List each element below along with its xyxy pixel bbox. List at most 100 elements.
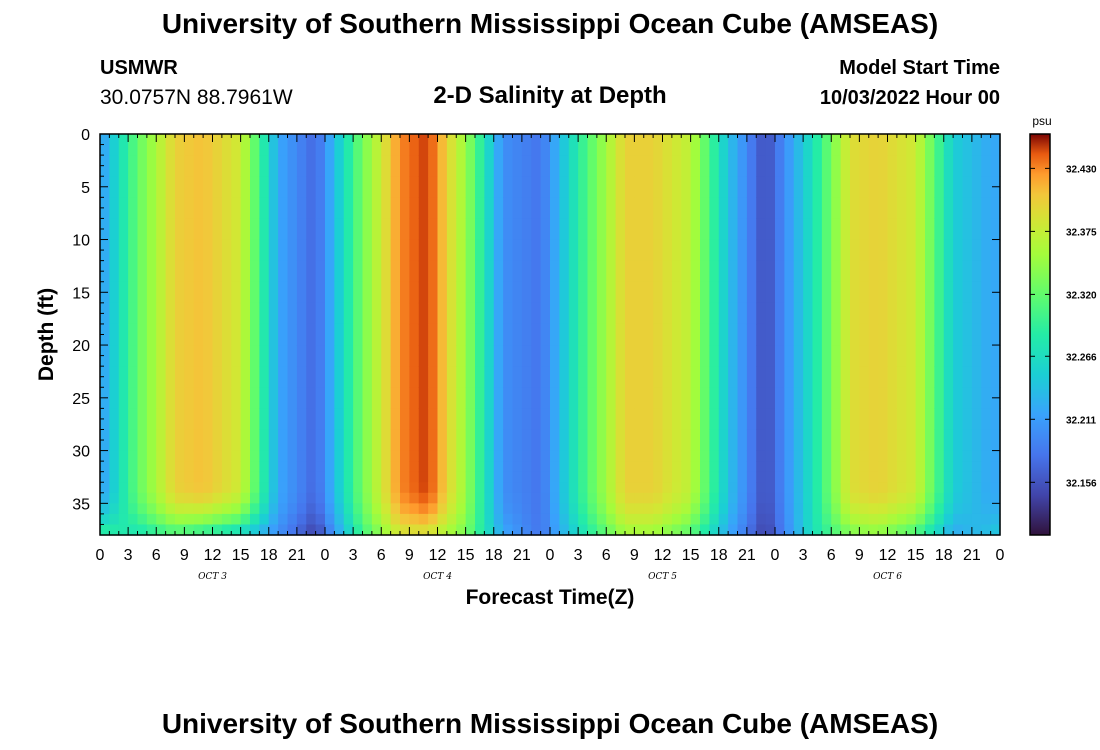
heatmap-cell [915, 387, 926, 409]
heatmap-cell [240, 408, 251, 431]
heatmap-cell [775, 482, 785, 494]
heatmap-cell [887, 492, 898, 504]
heatmap-cell [268, 387, 279, 409]
heatmap-cell [831, 524, 842, 536]
heatmap-cell [137, 323, 148, 346]
heatmap-cell [568, 471, 579, 483]
heatmap-cell [231, 387, 242, 409]
heatmap-cell [287, 281, 298, 304]
heatmap-cell [296, 134, 307, 156]
heatmap-cell [175, 281, 185, 304]
heatmap-cell [343, 513, 354, 526]
heatmap-cell [118, 471, 129, 483]
heatmap-cell [259, 492, 270, 504]
heatmap-cell [287, 513, 298, 526]
heatmap-cell [859, 429, 870, 452]
heatmap-cell [128, 450, 139, 462]
heatmap-cell [268, 345, 279, 367]
heatmap-cell [540, 197, 551, 220]
heatmap-cell [240, 503, 251, 515]
heatmap-cell [803, 302, 814, 325]
heatmap-cell [981, 197, 992, 220]
heatmap-cell [259, 450, 270, 462]
heatmap-cell [512, 345, 523, 367]
heatmap-cell [418, 197, 429, 220]
heatmap-cell [746, 429, 757, 452]
heatmap-cell [362, 239, 373, 262]
heatmap-cell [568, 260, 579, 283]
heatmap-cell [737, 450, 748, 462]
heatmap-cell [521, 176, 532, 198]
heatmap-cell [400, 155, 410, 177]
heatmap-cell [118, 218, 129, 241]
heatmap-cell [118, 134, 129, 156]
heatmap-cell [606, 345, 617, 367]
heatmap-cell [371, 387, 382, 409]
heatmap-cell [165, 176, 176, 198]
heatmap-cell [681, 482, 692, 494]
heatmap-cell [184, 450, 195, 462]
heatmap-cell [193, 260, 204, 283]
heatmap-cell [709, 260, 720, 283]
heatmap-cell [859, 260, 870, 283]
heatmap-cell [512, 387, 523, 409]
heatmap-cell [184, 218, 195, 241]
heatmap-cell [268, 155, 279, 177]
heatmap-cell [681, 323, 692, 346]
heatmap-cell [250, 218, 260, 241]
heatmap-cell [212, 524, 223, 536]
heatmap-cell [250, 134, 260, 156]
heatmap-cell [840, 461, 851, 473]
heatmap-cell [896, 492, 907, 504]
heatmap-cell [737, 260, 748, 283]
heatmap-cell [896, 450, 907, 462]
heatmap-cell [821, 503, 832, 515]
heatmap-cell [540, 492, 551, 504]
heatmap-cell [756, 239, 767, 262]
heatmap-cell [465, 323, 476, 346]
x-tick-label: 0 [996, 547, 1005, 564]
heatmap-cell [662, 429, 673, 452]
heatmap-cell [343, 260, 354, 283]
heatmap-cell [409, 513, 420, 526]
heatmap-cell [925, 450, 935, 462]
heatmap-cell [559, 387, 570, 409]
heatmap-cell [137, 408, 148, 431]
heatmap-cell [240, 471, 251, 483]
heatmap-cell [278, 197, 289, 220]
heatmap-cell [418, 513, 429, 526]
heatmap-cell [587, 461, 598, 473]
heatmap-cell [934, 197, 945, 220]
heatmap-cell [568, 218, 579, 241]
heatmap-cell [231, 323, 242, 346]
heatmap-cell [962, 366, 973, 388]
x-tick-label: 6 [152, 547, 161, 564]
heatmap-cell [512, 239, 523, 262]
heatmap-cell [137, 134, 148, 156]
heatmap-cell [137, 471, 148, 483]
heatmap-cell [765, 387, 776, 409]
heatmap-cell [700, 281, 710, 304]
heatmap-cell [268, 134, 279, 156]
heatmap-cell [221, 461, 232, 473]
heatmap-cell [221, 482, 232, 494]
heatmap-cell [118, 408, 129, 431]
heatmap-cell [128, 155, 139, 177]
heatmap-cell [484, 155, 495, 177]
heatmap-cell [259, 387, 270, 409]
heatmap-cell [325, 450, 335, 462]
heatmap-cell [596, 513, 607, 526]
heatmap-cell [746, 524, 757, 536]
heatmap-cell [315, 387, 326, 409]
heatmap-cell [756, 176, 767, 198]
heatmap-cell [662, 345, 673, 367]
heatmap-cell [634, 134, 645, 156]
heatmap-cell [962, 482, 973, 494]
heatmap-cell [531, 513, 542, 526]
heatmap-cell [906, 345, 917, 367]
heatmap-cell [540, 302, 551, 325]
heatmap-cell [775, 503, 785, 515]
heatmap-cell [184, 345, 195, 367]
heatmap-cell [240, 218, 251, 241]
